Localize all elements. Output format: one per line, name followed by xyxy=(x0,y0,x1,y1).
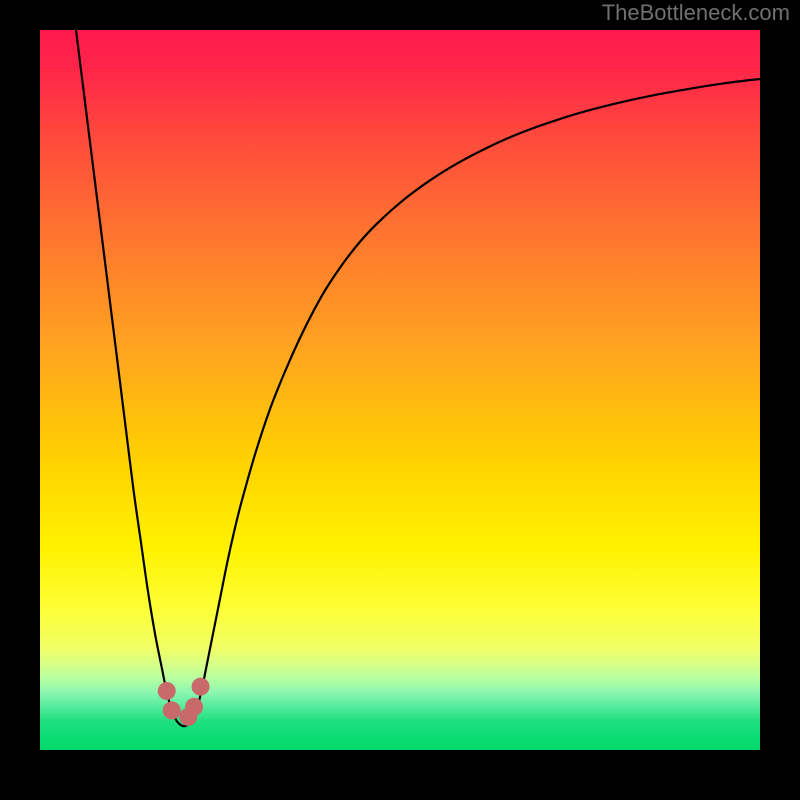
gradient-background xyxy=(40,30,760,750)
marker-dot xyxy=(192,678,210,696)
chart-container: TheBottleneck.com xyxy=(0,0,800,800)
marker-dot xyxy=(158,682,176,700)
watermark-text: TheBottleneck.com xyxy=(602,0,790,26)
marker-dot xyxy=(185,698,203,716)
bottleneck-curve-chart xyxy=(0,0,800,800)
marker-dot xyxy=(163,701,181,719)
